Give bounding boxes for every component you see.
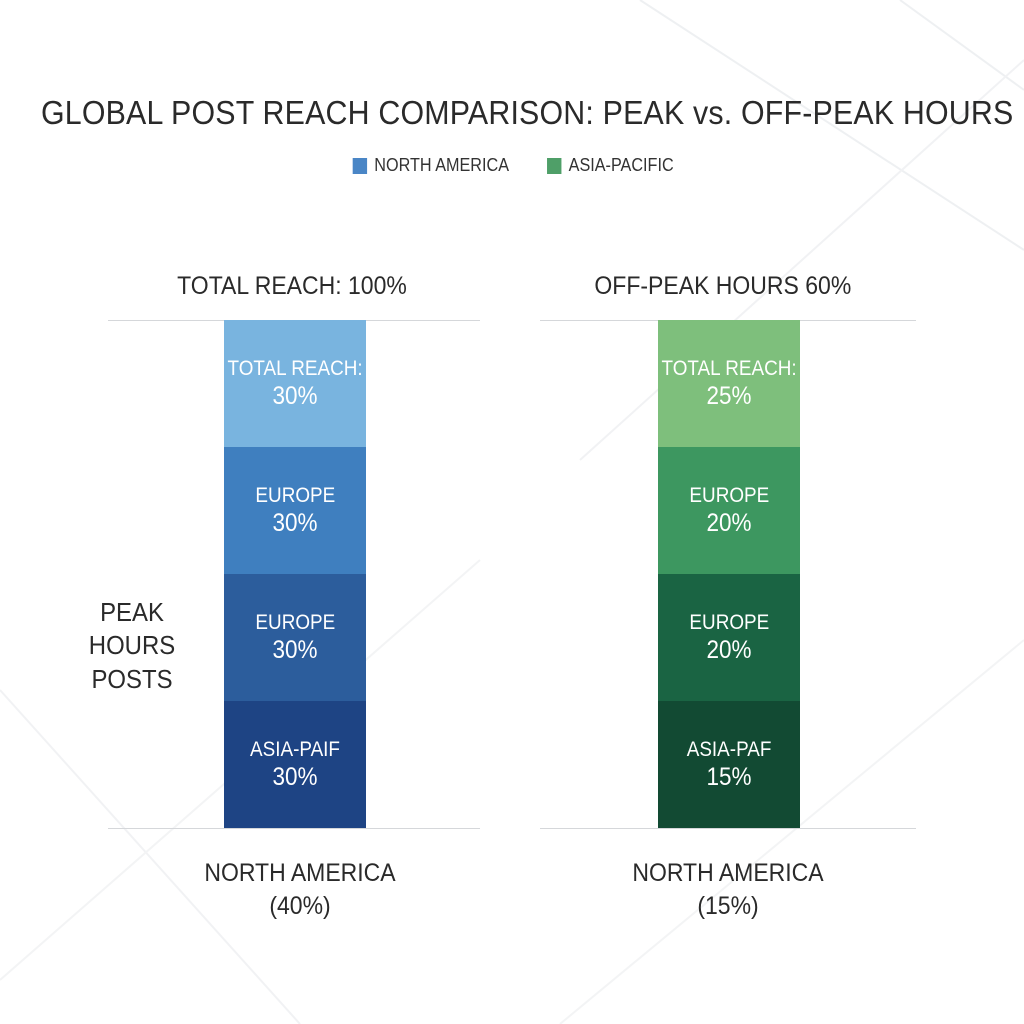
bottom-label-offpeak-line-1: NORTH AMERICA <box>632 859 824 887</box>
side-label-line-1: PEAK HOURS <box>88 597 176 661</box>
segment-label: TOTAL REACH: <box>227 356 363 380</box>
segment-value: 30% <box>272 763 318 792</box>
stacked-bar-offpeak: ASIA-PAF 15% EUROPE 20% EUROPE 20% TOTAL REACH… <box>658 320 800 828</box>
segment-label: EUROPE <box>689 610 769 634</box>
segment-value: 30% <box>272 509 318 538</box>
segment-value: 15% <box>706 763 752 792</box>
segment-label: ASIA-PAIF <box>250 737 340 761</box>
panel-baseline-offpeak <box>540 828 916 829</box>
legend-swatch-asia-pacific <box>546 157 561 174</box>
bar-segment-peak-1: EUROPE 30% <box>224 574 366 701</box>
bar-segment-peak-0: ASIA-PAIF 30% <box>224 701 366 828</box>
bottom-label-offpeak-line-2: (15%) <box>697 892 759 920</box>
segment-value: 20% <box>706 509 752 538</box>
bar-segment-offpeak-1: EUROPE 20% <box>658 574 800 701</box>
segment-value: 30% <box>272 636 318 665</box>
segment-label: ASIA-PAF <box>686 737 772 761</box>
bottom-label-peak: NORTH AMERICA (40%) <box>180 857 419 923</box>
bar-segment-peak-2: EUROPE 30% <box>224 447 366 574</box>
bar-segment-offpeak-3: TOTAL REACH: 25% <box>658 320 800 447</box>
panel-title-offpeak: OFF-PEAK HOURS 60% <box>594 272 852 300</box>
bar-segment-offpeak-0: ASIA-PAF 15% <box>658 701 800 828</box>
chart-legend: NORTH AMERICA ASIA-PACIFIC <box>0 155 1024 176</box>
panel-title-peak: TOTAL REACH: 100% <box>177 272 407 300</box>
legend-swatch-north-america <box>352 157 367 174</box>
segment-label: EUROPE <box>255 483 335 507</box>
segment-label: TOTAL REACH: <box>661 356 797 380</box>
bottom-label-peak-line-1: NORTH AMERICA <box>204 859 396 887</box>
side-label-line-2: POSTS <box>91 663 173 694</box>
segment-value: 30% <box>272 382 318 411</box>
bar-segment-offpeak-2: EUROPE 20% <box>658 447 800 574</box>
panel-baseline-peak <box>108 828 480 829</box>
segment-label: EUROPE <box>255 610 335 634</box>
bar-segment-peak-3: TOTAL REACH: 30% <box>224 320 366 447</box>
stacked-bar-peak: ASIA-PAIF 30% EUROPE 30% EUROPE 30% TOTAL REAC… <box>224 320 366 828</box>
segment-value: 20% <box>706 636 752 665</box>
bottom-label-offpeak: NORTH AMERICA (15%) <box>608 857 847 923</box>
chart-title: GLOBAL POST REACH COMPARISON: PEAK vs. O… <box>40 94 1014 131</box>
legend-label-asia-pacific: ASIA-PACIFIC <box>568 155 674 175</box>
legend-item-north-america: NORTH AMERICA <box>352 155 509 176</box>
legend-label-north-america: NORTH AMERICA <box>374 155 509 175</box>
bottom-label-peak-line-2: (40%) <box>269 892 331 920</box>
side-label: PEAK HOURS POSTS <box>66 596 198 696</box>
segment-label: EUROPE <box>689 483 769 507</box>
segment-value: 25% <box>706 382 752 411</box>
legend-item-asia-pacific: ASIA-PACIFIC <box>546 155 674 176</box>
